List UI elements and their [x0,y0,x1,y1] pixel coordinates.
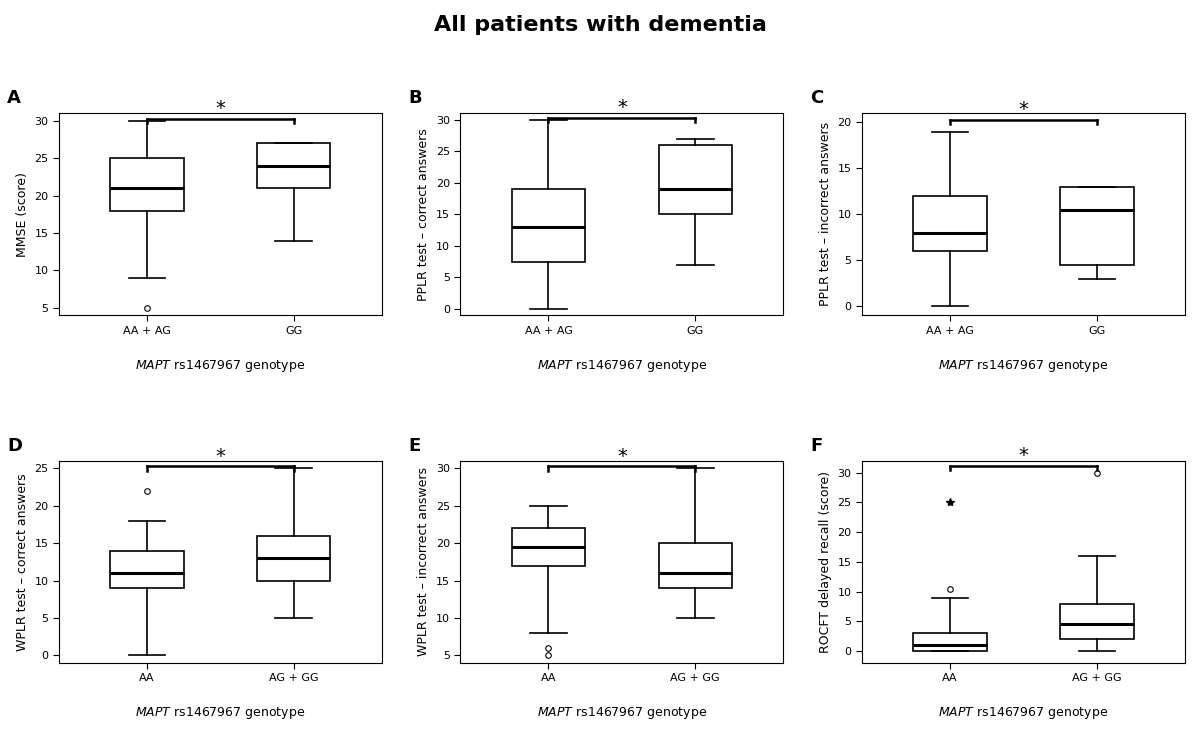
Text: *: * [215,99,226,118]
Text: $\mathit{MAPT}$ rs1467967 genotype: $\mathit{MAPT}$ rs1467967 genotype [938,706,1109,721]
Y-axis label: ROCFT delayed recall (score): ROCFT delayed recall (score) [818,471,832,653]
Text: $\mathit{MAPT}$ rs1467967 genotype: $\mathit{MAPT}$ rs1467967 genotype [536,358,707,374]
Text: B: B [409,89,422,107]
PathPatch shape [257,143,330,188]
Text: A: A [7,89,20,107]
Text: F: F [810,437,822,455]
Y-axis label: PPLR test – correct answers: PPLR test – correct answers [418,128,431,300]
Text: E: E [409,437,421,455]
PathPatch shape [511,528,586,565]
Y-axis label: MMSE (score): MMSE (score) [16,172,29,257]
Text: $\mathit{MAPT}$ rs1467967 genotype: $\mathit{MAPT}$ rs1467967 genotype [536,706,707,721]
PathPatch shape [1060,187,1134,265]
Text: D: D [7,437,22,455]
Text: *: * [617,98,626,118]
Text: C: C [810,89,823,107]
Text: *: * [617,446,626,466]
Text: $\mathit{MAPT}$ rs1467967 genotype: $\mathit{MAPT}$ rs1467967 genotype [136,358,306,374]
Text: *: * [215,446,226,466]
PathPatch shape [257,536,330,580]
Text: $\mathit{MAPT}$ rs1467967 genotype: $\mathit{MAPT}$ rs1467967 genotype [938,358,1109,374]
Text: $\mathit{MAPT}$ rs1467967 genotype: $\mathit{MAPT}$ rs1467967 genotype [136,706,306,721]
PathPatch shape [913,633,986,651]
PathPatch shape [659,145,732,214]
PathPatch shape [1060,604,1134,639]
PathPatch shape [511,189,586,261]
Text: *: * [1019,100,1028,119]
Y-axis label: PPLR test – incorrect answers: PPLR test – incorrect answers [818,122,832,306]
Text: *: * [1019,446,1028,465]
PathPatch shape [659,543,732,588]
Text: All patients with dementia: All patients with dementia [433,15,767,35]
PathPatch shape [110,551,184,588]
PathPatch shape [110,158,184,210]
Y-axis label: WPLR test – incorrect answers: WPLR test – incorrect answers [418,467,431,656]
Y-axis label: WPLR test – correct answers: WPLR test – correct answers [16,473,29,651]
PathPatch shape [913,196,986,251]
